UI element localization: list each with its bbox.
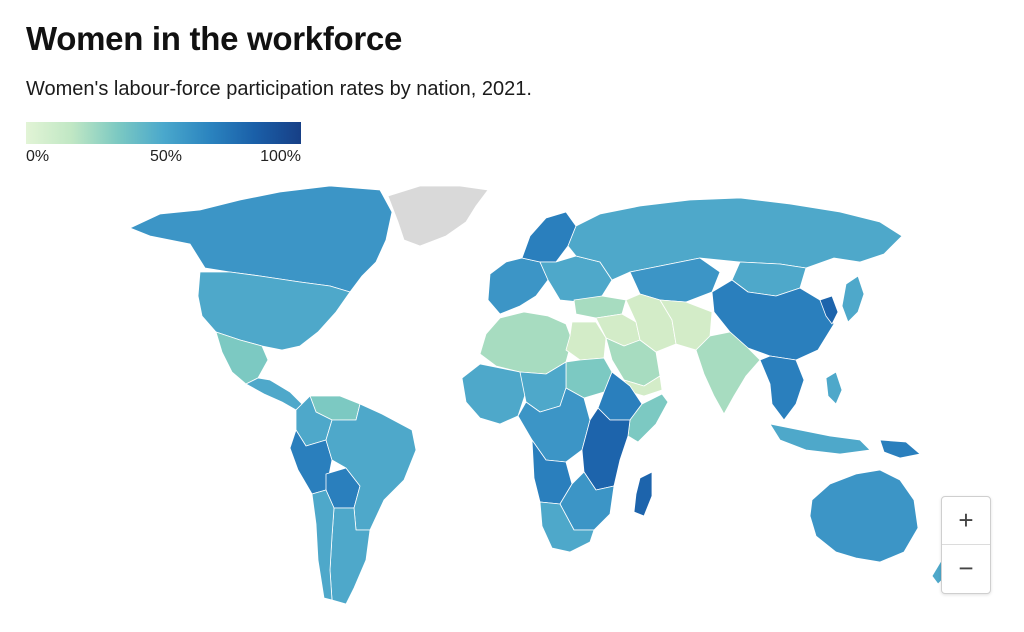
zoom-control: + − <box>941 496 991 594</box>
country-south-africa[interactable]: South Africa <box>539 501 595 553</box>
country-eastern-europe[interactable]: Eastern Europe <box>539 255 613 303</box>
country-somalia[interactable]: Somalia <box>627 393 669 443</box>
country-korea[interactable]: Korea <box>819 295 839 325</box>
legend-gradient-bar <box>26 122 301 144</box>
zoom-in-button[interactable]: + <box>958 505 974 535</box>
legend-labels: 0% 50% 100% <box>26 148 301 168</box>
country-chile[interactable]: Chile <box>311 489 335 601</box>
color-legend: 0% 50% 100% <box>26 122 301 168</box>
country-india[interactable]: India <box>695 331 761 415</box>
country-indonesia[interactable]: Indonesia <box>769 423 871 455</box>
country-greenland[interactable]: Greenland <box>387 185 489 247</box>
country-western-europe[interactable]: Western Europe <box>487 257 549 315</box>
country-australia[interactable]: Australia <box>809 469 919 563</box>
country-canada[interactable]: Canada <box>129 185 393 293</box>
legend-label-max: 100% <box>260 148 301 165</box>
country-east-africa[interactable]: East Africa <box>581 407 631 491</box>
country-russia[interactable]: Russia <box>567 197 903 281</box>
country-united-states[interactable]: United States <box>197 271 351 351</box>
country-scandinavia[interactable]: Scandinavia <box>521 211 577 263</box>
country-papua-new-guinea[interactable]: Papua New Guinea <box>879 439 921 459</box>
map-subtitle: Women's labour-force participation rates… <box>26 78 532 100</box>
legend-label-mid: 50% <box>150 148 183 165</box>
country-west-africa[interactable]: West Africa <box>461 363 527 425</box>
country-central-america[interactable]: Central America <box>245 377 303 411</box>
map-title: Women in the workforce <box>26 20 403 57</box>
country-philippines[interactable]: Philippines <box>825 371 843 405</box>
country-egypt[interactable]: Egypt <box>565 321 607 361</box>
legend-label-min: 0% <box>26 148 50 165</box>
zoom-out-button[interactable]: − <box>942 544 990 592</box>
country-southeast-asia[interactable]: Southeast Asia <box>759 355 805 421</box>
world-map[interactable]: Greenland Canada United States Mexico Ce… <box>110 180 950 620</box>
country-brazil[interactable]: Brazil <box>325 403 417 531</box>
country-north-africa[interactable]: North Africa <box>479 311 573 375</box>
country-japan[interactable]: Japan <box>841 275 865 323</box>
country-madagascar[interactable]: Madagascar <box>633 471 653 517</box>
